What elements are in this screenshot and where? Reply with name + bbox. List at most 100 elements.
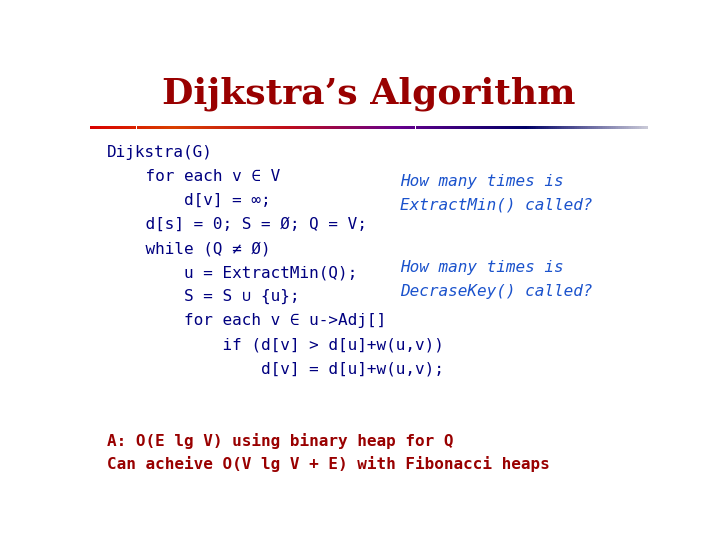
Bar [320, 126, 323, 129]
Bar [373, 126, 374, 129]
Bar [486, 126, 488, 129]
Bar [246, 126, 248, 129]
Bar [499, 126, 501, 129]
Bar [536, 126, 539, 129]
Bar [163, 126, 164, 129]
Bar [114, 126, 116, 129]
Bar [168, 126, 170, 129]
Bar [384, 126, 386, 129]
Bar [598, 126, 600, 129]
Bar [459, 126, 460, 129]
Bar [217, 126, 218, 129]
Bar [449, 126, 451, 129]
Bar [557, 126, 559, 129]
Text: Dijkstra’s Algorithm: Dijkstra’s Algorithm [162, 77, 576, 111]
Bar [181, 126, 183, 129]
Bar [579, 126, 581, 129]
Bar [220, 126, 222, 129]
Bar [639, 126, 641, 129]
Bar [568, 126, 570, 129]
Text: ExtractMin() called?: ExtractMin() called? [400, 198, 592, 213]
Bar [395, 126, 397, 129]
Bar [421, 126, 423, 129]
Bar [521, 126, 523, 129]
Bar [116, 126, 118, 129]
Bar [358, 126, 360, 129]
Bar [425, 126, 427, 129]
Bar [313, 126, 315, 129]
Bar [507, 126, 508, 129]
Bar [336, 126, 338, 129]
Bar [138, 126, 140, 129]
Bar [641, 126, 642, 129]
Bar [253, 126, 256, 129]
Bar [527, 126, 529, 129]
Bar [495, 126, 498, 129]
Bar [140, 126, 142, 129]
Bar [294, 126, 297, 129]
Text: How many times is: How many times is [400, 260, 563, 275]
Bar [192, 126, 194, 129]
Bar [453, 126, 454, 129]
Bar [198, 126, 199, 129]
Bar [172, 126, 174, 129]
Bar [298, 126, 300, 129]
Bar [624, 126, 626, 129]
Bar [501, 126, 503, 129]
Bar [185, 126, 186, 129]
Bar [120, 126, 122, 129]
Text: How many times is: How many times is [400, 174, 563, 188]
Text: d[v] = ∞;: d[v] = ∞; [107, 193, 271, 208]
Bar [131, 126, 132, 129]
Bar [345, 126, 347, 129]
Bar [122, 126, 124, 129]
Bar [552, 126, 553, 129]
Bar [570, 126, 572, 129]
Bar [606, 126, 607, 129]
Bar [516, 126, 518, 129]
Bar [644, 126, 646, 129]
Bar [215, 126, 217, 129]
Bar [307, 126, 310, 129]
Bar [572, 126, 574, 129]
Bar [190, 126, 192, 129]
Text: S = S ∪ {u};: S = S ∪ {u}; [107, 289, 300, 305]
Bar [542, 126, 544, 129]
Bar [594, 126, 596, 129]
Bar [523, 126, 526, 129]
Bar [205, 126, 207, 129]
Bar [413, 126, 415, 129]
Bar [546, 126, 548, 129]
Bar [494, 126, 495, 129]
Bar [364, 126, 365, 129]
Bar [492, 126, 494, 129]
Bar [601, 126, 603, 129]
Bar [266, 126, 269, 129]
Bar [332, 126, 333, 129]
Bar [183, 126, 185, 129]
Bar [626, 126, 628, 129]
Bar [315, 126, 317, 129]
Bar [297, 126, 298, 129]
Bar [472, 126, 473, 129]
Bar [155, 126, 157, 129]
Bar [347, 126, 348, 129]
Bar [555, 126, 557, 129]
Bar [231, 126, 233, 129]
Bar [207, 126, 209, 129]
Bar [410, 126, 412, 129]
Bar [628, 126, 629, 129]
Bar [125, 126, 127, 129]
Bar [577, 126, 579, 129]
Bar [339, 126, 341, 129]
Bar [110, 126, 112, 129]
Bar [467, 126, 469, 129]
Bar [97, 126, 99, 129]
Bar [369, 126, 371, 129]
Bar [333, 126, 336, 129]
Bar [282, 126, 284, 129]
Bar [351, 126, 352, 129]
Bar [447, 126, 449, 129]
Bar [137, 126, 138, 129]
Bar [289, 126, 291, 129]
